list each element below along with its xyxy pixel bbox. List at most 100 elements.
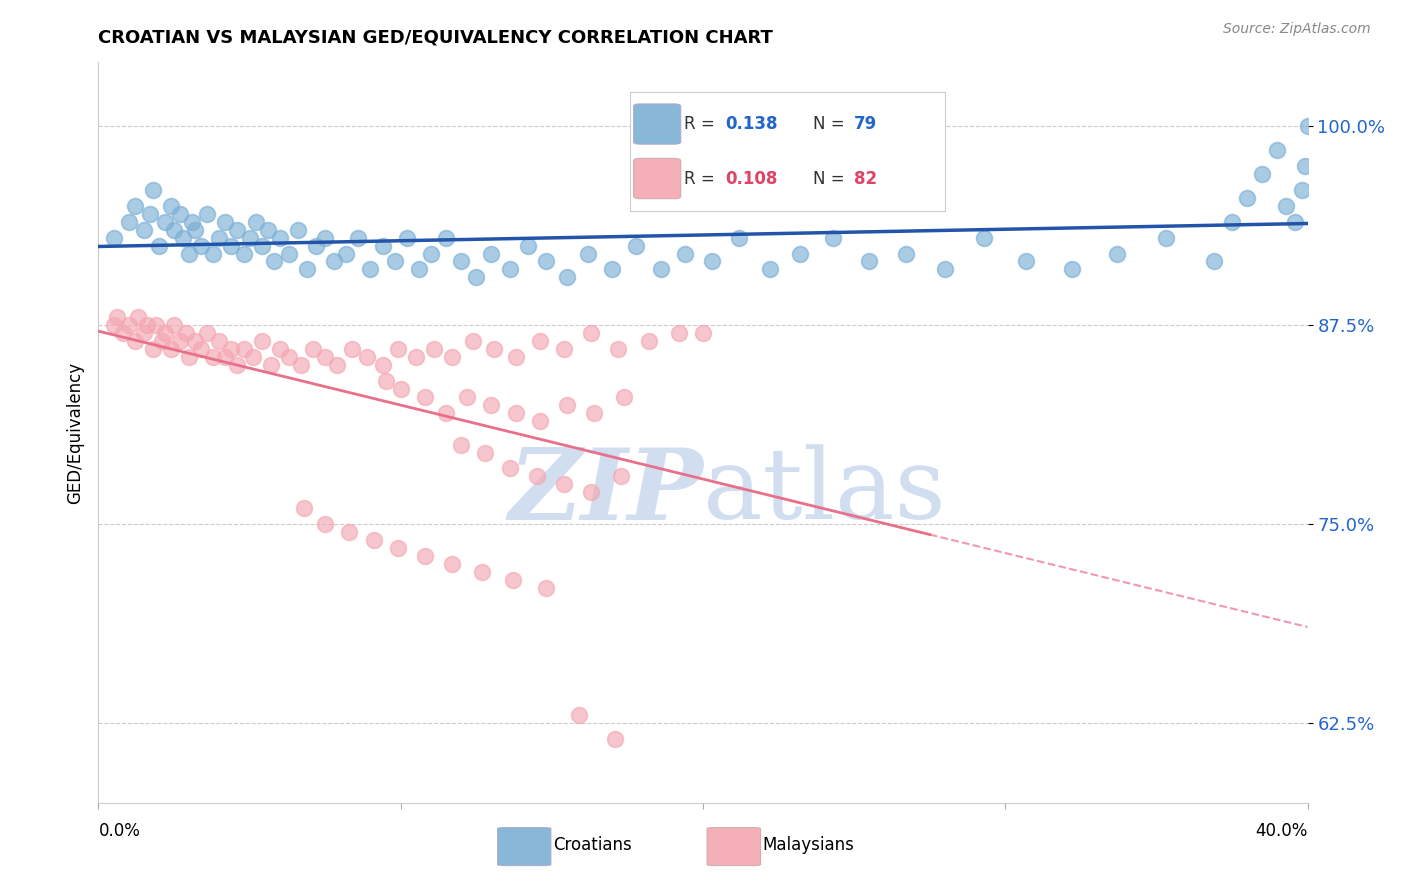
Point <box>292 501 315 516</box>
Point <box>613 390 636 404</box>
Point <box>579 485 602 500</box>
Point <box>395 230 418 244</box>
Point <box>214 214 236 228</box>
Point <box>269 230 291 244</box>
Point <box>153 214 176 228</box>
Point <box>169 334 191 348</box>
Point <box>232 246 254 260</box>
Point <box>555 398 578 412</box>
Point <box>498 461 520 475</box>
Point <box>184 222 207 236</box>
Point <box>150 334 173 348</box>
Point <box>700 254 723 268</box>
Point <box>637 334 659 348</box>
Point <box>389 382 412 396</box>
Point <box>195 326 218 340</box>
Point <box>441 350 464 364</box>
Point <box>208 230 231 244</box>
Point <box>555 270 578 285</box>
Point <box>579 326 602 340</box>
Point <box>434 406 457 420</box>
Point <box>148 238 170 252</box>
Point <box>250 238 273 252</box>
Text: CROATIAN VS MALAYSIAN GED/EQUIVALENCY CORRELATION CHART: CROATIAN VS MALAYSIAN GED/EQUIVALENCY CO… <box>98 29 773 47</box>
Point <box>221 342 243 356</box>
Point <box>260 358 283 372</box>
Point <box>1154 230 1177 244</box>
Point <box>226 222 249 236</box>
Point <box>474 445 496 459</box>
Point <box>277 350 299 364</box>
Point <box>463 334 485 348</box>
Point <box>347 230 370 244</box>
Point <box>118 214 141 228</box>
Point <box>456 390 478 404</box>
Point <box>208 334 231 348</box>
Point <box>387 342 409 356</box>
Point <box>290 358 312 372</box>
Point <box>371 358 394 372</box>
Point <box>314 517 336 532</box>
Point <box>226 358 249 372</box>
Point <box>214 350 236 364</box>
Point <box>295 262 318 277</box>
Point <box>1060 262 1083 277</box>
Point <box>356 350 378 364</box>
Point <box>607 342 630 356</box>
Point <box>374 374 396 388</box>
Point <box>526 469 548 483</box>
Point <box>105 310 128 325</box>
Point <box>232 342 254 356</box>
Point <box>221 238 243 252</box>
Point <box>516 238 538 252</box>
Point <box>323 254 346 268</box>
Point <box>821 230 844 244</box>
Point <box>583 406 606 420</box>
Point <box>1284 214 1306 228</box>
Point <box>163 222 186 236</box>
Point <box>360 262 382 277</box>
Point <box>342 342 364 356</box>
Point <box>894 246 917 260</box>
Point <box>1275 199 1298 213</box>
Point <box>529 334 551 348</box>
Point <box>202 350 225 364</box>
Point <box>484 342 506 356</box>
Point <box>423 342 446 356</box>
Point <box>502 573 524 587</box>
Point <box>202 246 225 260</box>
Point <box>568 708 591 723</box>
Point <box>534 581 557 595</box>
Point <box>728 230 751 244</box>
Point <box>602 262 624 277</box>
Point <box>481 398 503 412</box>
Point <box>1107 246 1129 260</box>
Point <box>195 207 218 221</box>
Point <box>1296 119 1319 133</box>
Point <box>132 222 155 236</box>
Point <box>256 222 278 236</box>
Point <box>305 238 328 252</box>
Point <box>181 214 204 228</box>
Point <box>605 732 627 747</box>
Point <box>179 246 201 260</box>
Y-axis label: GED/Equivalency: GED/Equivalency <box>66 361 84 504</box>
Point <box>184 334 207 348</box>
Point <box>1291 183 1313 197</box>
Point <box>190 238 212 252</box>
Point <box>269 342 291 356</box>
Point <box>413 390 436 404</box>
Point <box>420 246 443 260</box>
Point <box>277 246 299 260</box>
Point <box>124 199 146 213</box>
Point <box>441 557 464 571</box>
Point <box>263 254 285 268</box>
Point <box>250 334 273 348</box>
Text: ZIP: ZIP <box>508 443 703 540</box>
Point <box>1294 159 1316 173</box>
Point <box>1251 167 1274 181</box>
Point <box>413 549 436 563</box>
Point <box>160 199 183 213</box>
Point <box>103 318 125 333</box>
Point <box>934 262 956 277</box>
